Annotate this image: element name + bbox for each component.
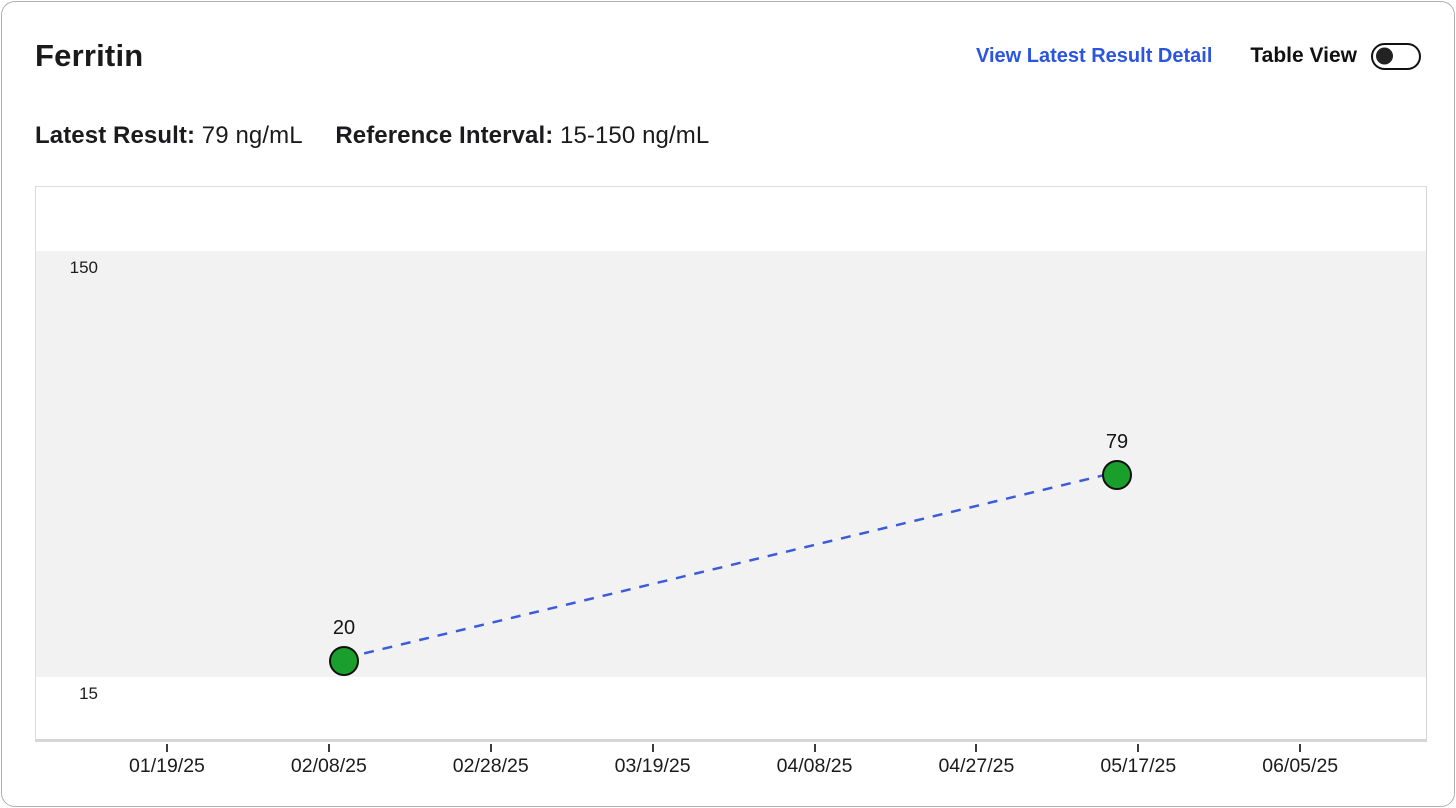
plot-area: 150 15 20 79: [35, 186, 1427, 742]
x-axis-tick: [975, 744, 978, 752]
x-axis-tick-label: 04/27/25: [938, 755, 1015, 777]
result-summary: Latest Result: 79 ng/mL Reference Interv…: [35, 122, 709, 150]
x-axis-tick: [651, 744, 654, 752]
data-point[interactable]: [1102, 460, 1133, 491]
y-axis-label-high: 150: [69, 258, 98, 277]
x-axis-tick-label: 04/08/25: [776, 755, 853, 777]
x-axis-tick: [1137, 744, 1140, 752]
x-axis-tick-label: 03/19/25: [614, 755, 691, 777]
latest-result-label: Latest Result:: [35, 122, 196, 149]
ferritin-trend-chart: 150 15 20 79 01/19/25 02/08/25 02/28/25 03/1…: [35, 186, 1427, 788]
toggle-knob-icon: [1376, 47, 1393, 65]
latest-result-value: 79 ng/mL: [201, 122, 303, 149]
x-axis-tick-label: 06/05/25: [1262, 755, 1339, 777]
card-header: Ferritin View Latest Result Detail Table…: [35, 38, 1421, 74]
x-axis-tick: [489, 744, 492, 752]
page-title: Ferritin: [35, 38, 144, 73]
table-view-label: Table View: [1250, 44, 1357, 67]
view-latest-result-detail-link[interactable]: View Latest Result Detail: [976, 44, 1213, 67]
x-axis-tick-label: 01/19/25: [129, 755, 205, 777]
reference-band: [36, 251, 1426, 677]
header-actions: View Latest Result Detail Table View: [976, 42, 1421, 70]
x-axis-tick-label: 05/17/25: [1100, 755, 1177, 777]
table-view-toggle[interactable]: [1371, 42, 1421, 70]
trend-line: [345, 471, 1114, 660]
x-axis-tick-label: 02/08/25: [290, 755, 367, 777]
data-point[interactable]: [329, 646, 360, 677]
x-axis-tick-label: 02/28/25: [452, 755, 529, 777]
x-axis-tick: [327, 744, 330, 752]
reference-interval-value: 15-150 ng/mL: [560, 122, 710, 149]
x-axis-tick: [1299, 744, 1302, 752]
x-axis: 01/19/25 02/08/25 02/28/25 03/19/25 04/08/25…: [35, 742, 1427, 788]
data-point-label: 20: [332, 617, 356, 640]
x-axis-tick: [165, 744, 168, 752]
x-axis-tick: [813, 744, 816, 752]
data-point-label: 79: [1105, 431, 1129, 454]
reference-interval-label: Reference Interval:: [335, 122, 554, 149]
y-axis-label-low: 15: [79, 684, 98, 703]
